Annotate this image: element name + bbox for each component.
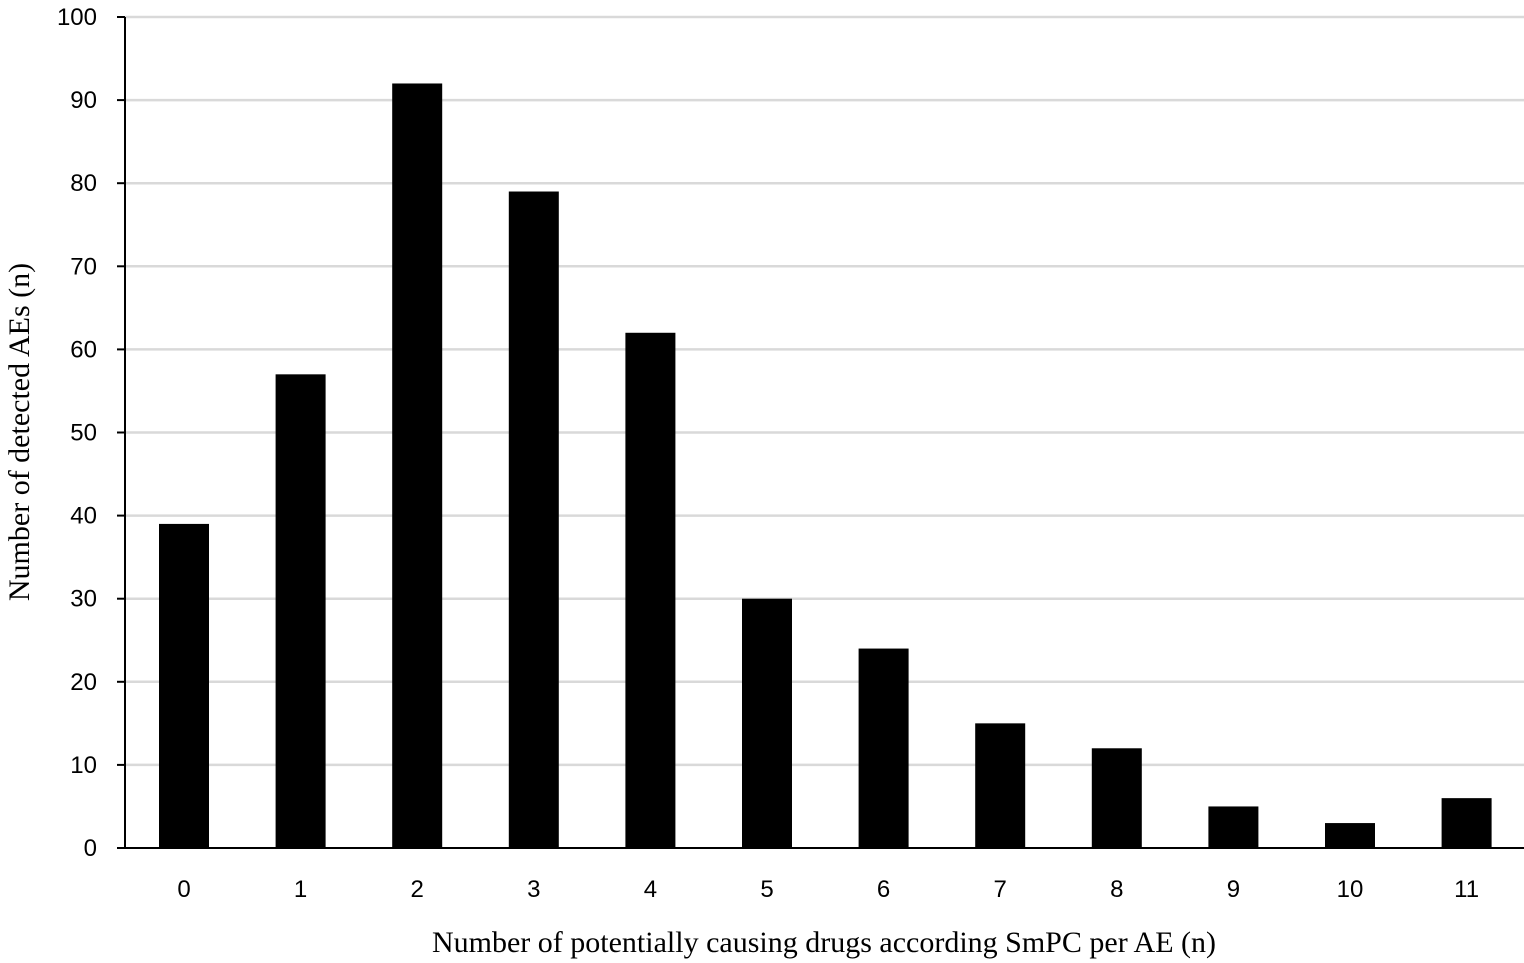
bar-7 bbox=[975, 723, 1026, 848]
bar-6 bbox=[858, 648, 909, 848]
gridlines bbox=[125, 15, 1524, 767]
bar-1 bbox=[275, 374, 326, 848]
bar-11 bbox=[1441, 798, 1492, 848]
x-tick-label: 2 bbox=[411, 876, 424, 903]
x-tick-label: 11 bbox=[1454, 876, 1479, 903]
y-tick-label: 20 bbox=[70, 669, 97, 696]
x-tick-label: 6 bbox=[877, 876, 890, 903]
y-tick-label: 80 bbox=[70, 170, 97, 197]
bar-5 bbox=[742, 598, 792, 848]
x-axis-title: Number of potentially causing drugs acco… bbox=[432, 926, 1216, 959]
x-tick-label: 5 bbox=[760, 876, 773, 903]
y-tick-label: 30 bbox=[70, 586, 97, 613]
y-tick-label: 0 bbox=[84, 835, 97, 862]
bar-4 bbox=[625, 332, 676, 848]
y-tick-label: 60 bbox=[70, 336, 97, 363]
y-tick-label: 50 bbox=[70, 420, 97, 447]
x-tick-label: 0 bbox=[177, 876, 190, 903]
y-tick-label: 90 bbox=[70, 87, 97, 114]
x-tick-labels: 0 1 2 3 4 5 6 7 8 9 10 11 bbox=[177, 876, 1479, 903]
x-tick-label: 3 bbox=[527, 876, 540, 903]
x-tick-label: 9 bbox=[1227, 876, 1240, 903]
bars bbox=[159, 83, 1492, 849]
bar-0 bbox=[159, 523, 209, 848]
x-tick-label: 7 bbox=[994, 876, 1007, 903]
bar-3 bbox=[508, 191, 559, 848]
bar-10 bbox=[1325, 823, 1375, 848]
y-axis-title: Number of detected AEs (n) bbox=[3, 263, 36, 601]
y-tick-labels: 0 10 20 30 40 50 60 70 80 90 100 bbox=[57, 4, 125, 862]
x-tick-label: 8 bbox=[1110, 876, 1123, 903]
bar-9 bbox=[1208, 806, 1259, 848]
x-tick-label: 10 bbox=[1337, 876, 1364, 903]
y-tick-label: 100 bbox=[57, 4, 97, 31]
y-tick-label: 70 bbox=[70, 253, 97, 280]
bar-2 bbox=[392, 83, 443, 849]
y-tick-label: 40 bbox=[70, 503, 97, 530]
x-tick-label: 1 bbox=[294, 876, 307, 903]
y-tick-label: 10 bbox=[70, 752, 97, 779]
x-tick-label: 4 bbox=[644, 876, 657, 903]
bar-8 bbox=[1091, 748, 1142, 848]
